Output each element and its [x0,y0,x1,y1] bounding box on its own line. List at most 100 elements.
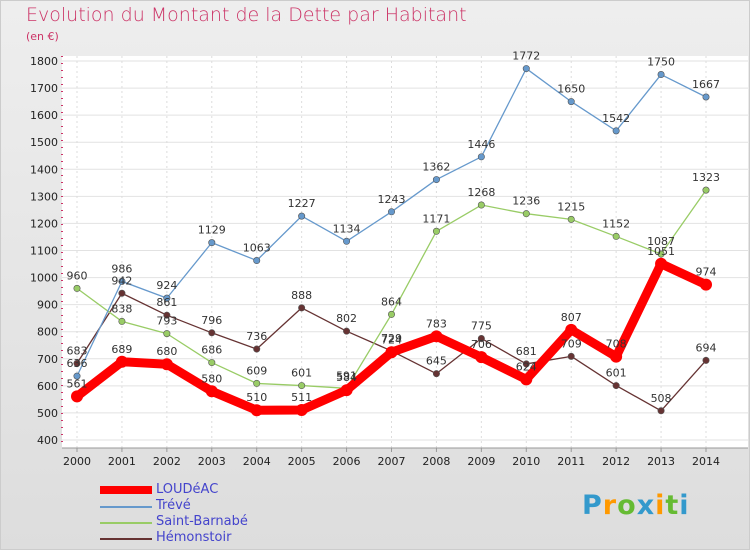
data-label: 681 [516,345,537,358]
data-label: 838 [111,302,132,315]
x-tick-label: 2008 [422,455,450,468]
y-tick-label: 800 [37,326,58,339]
data-label: 561 [67,377,88,390]
logo-letter: i [679,490,690,521]
data-point [567,352,575,360]
data-point [567,215,575,223]
data-label: 888 [291,289,312,302]
data-point [73,359,81,367]
data-point [655,257,668,270]
data-point [340,384,353,397]
data-point [477,153,485,161]
data-label: 1215 [557,200,585,213]
y-tick-label: 700 [37,353,58,366]
data-point [73,284,81,292]
data-label: 709 [561,337,582,350]
data-point [73,372,81,380]
x-tick-label: 2012 [602,455,630,468]
x-tick-label: 2005 [288,455,316,468]
data-point [477,201,485,209]
y-tick-label: 900 [37,299,58,312]
data-label: 686 [201,344,222,357]
data-label: 1667 [692,78,720,91]
data-point [700,278,712,291]
legend-swatch [100,522,152,524]
data-point [253,257,261,265]
data-point [432,227,440,235]
data-label: 796 [201,314,222,327]
data-point [253,345,261,353]
data-point [163,311,171,319]
logo-letter: x [636,490,656,521]
legend-label: Hémonstoir [156,530,232,545]
data-point [343,327,351,335]
legend-swatch [100,486,152,494]
data-label: 1650 [557,83,585,96]
x-tick-label: 2009 [467,455,495,468]
data-point [612,382,620,390]
data-label: 974 [696,266,717,279]
data-point [612,127,620,135]
data-label: 724 [381,333,402,346]
logo-letter: P [582,490,603,521]
data-point [298,212,306,220]
data-label: 807 [561,311,582,324]
data-point [205,385,218,398]
data-label: 1227 [288,197,316,210]
data-point [610,350,623,363]
data-label: 802 [336,312,357,325]
data-label: 861 [156,296,177,309]
x-tick-label: 2014 [692,455,720,468]
data-label: 775 [471,319,492,332]
data-point [118,289,126,297]
data-point [387,310,395,318]
data-point [432,176,440,184]
y-tick-label: 600 [37,380,58,393]
x-tick-label: 2010 [512,455,540,468]
y-tick-label: 1400 [30,163,58,176]
data-label: 706 [471,338,492,351]
data-point [208,329,216,337]
data-point [702,186,710,194]
data-label: 601 [606,367,627,380]
legend-swatch [100,538,152,540]
data-label: 694 [696,341,717,354]
data-point [657,407,665,415]
data-label: 793 [156,315,177,328]
data-point [160,358,173,371]
proxiti-logo: Proxiti [582,490,690,521]
x-tick-label: 2011 [557,455,585,468]
data-label: 960 [67,269,88,282]
data-label: 645 [426,355,447,368]
data-label: 708 [606,338,627,351]
data-label: 510 [246,391,267,404]
data-point [115,355,128,368]
data-label: 864 [381,295,402,308]
data-label: 601 [291,367,312,380]
y-tick-label: 1500 [30,136,58,149]
data-point [118,317,126,325]
logo-letter: o [617,490,637,521]
data-label: 1152 [602,217,630,230]
data-label: 624 [516,360,537,373]
data-label: 1134 [333,222,361,235]
data-point [295,403,308,416]
data-label: 511 [291,391,312,404]
data-label: 1063 [243,242,271,255]
y-tick-label: 1100 [30,245,58,258]
data-label: 1362 [422,161,450,174]
data-label: 1772 [512,50,540,63]
data-point [208,239,216,247]
data-label: 729 [381,332,402,345]
plot-area [62,56,748,448]
y-tick-label: 1000 [30,272,58,285]
data-point [387,208,395,216]
data-label: 683 [67,344,88,357]
data-label: 924 [156,279,177,292]
data-label: 1750 [647,56,675,69]
data-point [565,323,578,336]
data-label: 783 [426,317,447,330]
y-tick-label: 1300 [30,190,58,203]
data-point [298,304,306,312]
